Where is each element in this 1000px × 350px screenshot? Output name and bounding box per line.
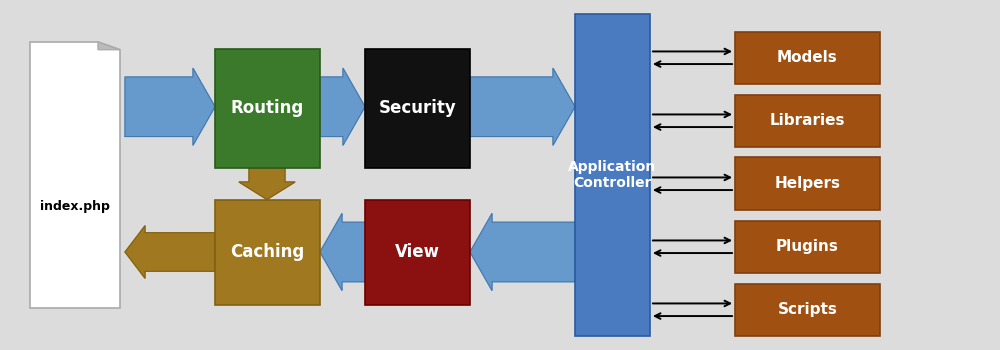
Text: Security: Security xyxy=(379,99,456,118)
Polygon shape xyxy=(320,214,365,290)
Text: Routing: Routing xyxy=(231,99,304,118)
Polygon shape xyxy=(125,226,215,278)
FancyBboxPatch shape xyxy=(735,284,880,336)
Text: Models: Models xyxy=(777,50,838,65)
FancyBboxPatch shape xyxy=(215,49,320,168)
FancyBboxPatch shape xyxy=(735,220,880,273)
Text: Plugins: Plugins xyxy=(776,239,839,254)
Polygon shape xyxy=(98,42,120,50)
Polygon shape xyxy=(30,42,120,308)
Text: index.php: index.php xyxy=(40,201,110,214)
Polygon shape xyxy=(125,68,215,145)
FancyBboxPatch shape xyxy=(735,158,880,210)
FancyBboxPatch shape xyxy=(365,49,470,168)
Polygon shape xyxy=(470,68,575,145)
Text: Application
Controller: Application Controller xyxy=(568,160,657,190)
Polygon shape xyxy=(320,68,365,145)
FancyBboxPatch shape xyxy=(735,94,880,147)
Text: Libraries: Libraries xyxy=(770,113,845,128)
Text: Caching: Caching xyxy=(230,243,305,261)
Text: Helpers: Helpers xyxy=(774,176,840,191)
FancyBboxPatch shape xyxy=(215,199,320,304)
Polygon shape xyxy=(239,168,295,200)
FancyBboxPatch shape xyxy=(365,199,470,304)
FancyBboxPatch shape xyxy=(735,32,880,84)
Polygon shape xyxy=(470,214,575,290)
FancyBboxPatch shape xyxy=(575,14,650,336)
Text: View: View xyxy=(395,243,440,261)
Text: Scripts: Scripts xyxy=(778,302,837,317)
